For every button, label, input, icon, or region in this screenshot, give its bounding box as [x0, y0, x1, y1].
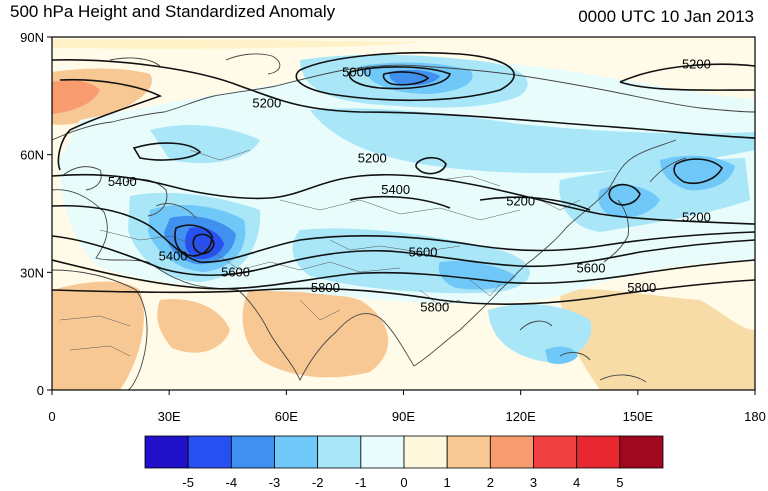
- colorbar-label: 1: [444, 475, 451, 490]
- lon-tick-label: 120E: [505, 409, 536, 424]
- colorbar-label: -4: [226, 475, 238, 490]
- colorbar-label: -1: [355, 475, 367, 490]
- country-borders: [59, 149, 581, 357]
- contour-label: 5600: [221, 264, 250, 279]
- lat-tick-label: 90N: [20, 30, 44, 45]
- lat-tick-label: 30N: [20, 265, 44, 280]
- colorbar-swatch: [489, 435, 534, 469]
- contour-label: 5200: [682, 209, 711, 224]
- contour-label: 5800: [420, 300, 449, 315]
- positive-anomaly-india: [242, 286, 389, 378]
- colorbar-swatch: [533, 435, 578, 469]
- height-contours: [52, 52, 755, 306]
- contour-label: 5000: [342, 64, 371, 79]
- colorbar-swatch: [360, 435, 405, 469]
- lat-tick-label: 60N: [20, 148, 44, 163]
- colorbar-swatch: [317, 435, 362, 469]
- colorbar-swatch: [446, 435, 491, 469]
- lat-tick-label: 0: [37, 383, 44, 398]
- lon-tick-label: 180: [744, 409, 766, 424]
- contour-label: 5600: [577, 260, 606, 275]
- map-timestamp: 0000 UTC 10 Jan 2013: [578, 7, 754, 26]
- contour-labels: 5000 5200 5200 5200 5200 5200 5400 5400 5400 5600…: [108, 56, 711, 315]
- colorbar-label: -2: [312, 475, 324, 490]
- lon-tick-label: 60E: [275, 409, 298, 424]
- colorbar-label: 5: [616, 475, 623, 490]
- contour-label: 5200: [358, 151, 387, 166]
- colorbar-swatch: [403, 435, 448, 469]
- colorbar: -5 -4 -3 -2 -1 0 1 2 3 4 5: [144, 435, 664, 490]
- contour-label: 5200: [682, 56, 711, 71]
- lon-tick-label: 30E: [158, 409, 181, 424]
- contour-label: 5400: [108, 174, 137, 189]
- contour-label: 5400: [159, 249, 188, 264]
- colorbar-label: -5: [182, 475, 194, 490]
- lon-tick-label: 150E: [623, 409, 654, 424]
- colorbar-swatch: [619, 435, 664, 469]
- colorbar-label: 2: [487, 475, 494, 490]
- colorbar-swatch: [576, 435, 621, 469]
- colorbar-swatch: [187, 435, 232, 469]
- contour-label: 5200: [506, 194, 535, 209]
- lon-tick-label: 90E: [392, 409, 415, 424]
- contour-label: 5400: [381, 182, 410, 197]
- positive-anomaly-africa: [52, 281, 144, 390]
- contour-label: 5600: [409, 245, 438, 260]
- colorbar-label: 3: [530, 475, 537, 490]
- lon-tick-label: 0: [48, 409, 55, 424]
- map-plot-area: 5000 5200 5200 5200 5200 5200 5400 5400 5400 5600…: [52, 37, 755, 390]
- colorbar-label: 4: [573, 475, 580, 490]
- axes: 90N 60N 30N 00 30E 60E 90E 120E 150E 180: [20, 30, 766, 424]
- colorbar-swatch: [230, 435, 275, 469]
- contour-label: 5800: [627, 280, 656, 295]
- map-title: 500 hPa Height and Standardized Anomaly: [10, 2, 336, 21]
- contour-label: 5800: [311, 280, 340, 295]
- colorbar-swatch: [274, 435, 319, 469]
- colorbar-swatch: [144, 435, 189, 469]
- contour-label: 5200: [252, 96, 281, 111]
- colorbar-label: 0: [400, 475, 407, 490]
- colorbar-label: -3: [269, 475, 281, 490]
